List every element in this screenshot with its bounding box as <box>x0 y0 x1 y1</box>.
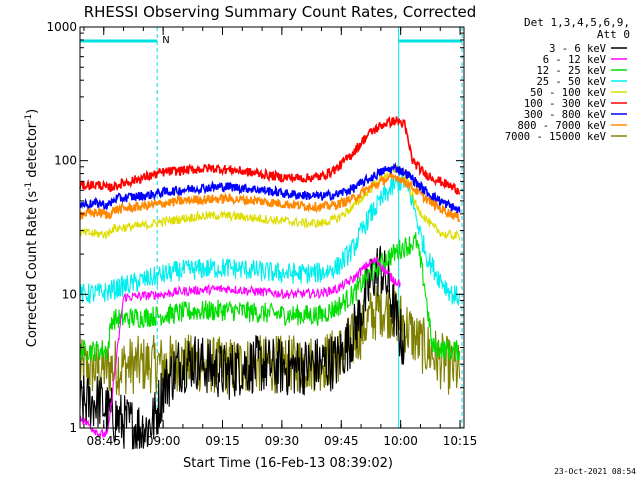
chart-title: RHESSI Observing Summary Count Rates, Co… <box>84 3 477 21</box>
legend-label-5: 100 - 300 keV <box>524 98 607 110</box>
series-group <box>79 115 461 450</box>
plot-frame <box>79 26 465 429</box>
y-axis-label-part-3: ) <box>25 109 40 114</box>
y-axis-label-part-1: Corrected Count Rate (s <box>25 191 40 348</box>
legend-header: Det 1,3,4,5,6,9, Att 0 <box>524 16 630 41</box>
x-tick-label-5: 10:00 <box>383 434 418 448</box>
y-axis-ticks: 1 10 100 1000 <box>46 20 464 435</box>
legend-label-0: 3 - 6 keV <box>549 43 607 55</box>
legend-header-line-1: Det 1,3,4,5,6,9, <box>524 16 630 29</box>
legend-header-line-2: Att 0 <box>597 28 630 41</box>
night-intervals <box>80 27 463 428</box>
series-line-0 <box>79 245 406 450</box>
x-axis-label: Start Time (16-Feb-13 08:39:02) <box>183 456 393 471</box>
series-line-2 <box>79 232 461 362</box>
x-tick-label-3: 09:30 <box>265 434 300 448</box>
legend-label-1: 6 - 12 keV <box>543 54 607 66</box>
y-tick-label-1: 10 <box>62 287 77 301</box>
legend-label-2: 12 - 25 keV <box>536 65 606 77</box>
y-tick-label-0: 1 <box>69 421 77 435</box>
legend-label-7: 800 - 7000 keV <box>517 120 606 132</box>
y-axis-label-sup-2: -1 <box>24 114 34 123</box>
plot-area: 1 10 100 1000 08:45 09:00 09:15 09:30 09:45 10:0… <box>46 20 478 450</box>
y-axis-label-sup-1: -1 <box>24 182 34 191</box>
x-tick-label-4: 09:45 <box>324 434 359 448</box>
night-marker-n: N <box>162 35 169 46</box>
legend-label-4: 50 - 100 keV <box>530 87 607 99</box>
x-axis-ticks: 08:45 09:00 09:15 09:30 09:45 10:00 10:15 <box>83 27 478 448</box>
x-tick-label-0: 08:45 <box>86 434 121 448</box>
x-tick-label-6: 10:15 <box>443 434 478 448</box>
y-axis-label-part-2: detector <box>25 122 40 182</box>
legend-label-8: 7000 - 15000 keV <box>505 131 607 143</box>
x-tick-label-1: 09:00 <box>146 434 181 448</box>
legend-label-3: 25 - 50 keV <box>536 76 606 88</box>
legend-label-6: 300 - 800 keV <box>524 109 607 121</box>
series-line-1 <box>79 256 401 439</box>
x-tick-label-2: 09:15 <box>205 434 240 448</box>
y-tick-label-2: 100 <box>54 154 77 168</box>
footer-date: 23-Oct-2021 08:54 <box>554 467 636 476</box>
series-line-5 <box>79 115 461 196</box>
series-line-7 <box>79 171 461 223</box>
series-line-6 <box>79 161 461 214</box>
series-line-8 <box>79 281 461 396</box>
y-tick-label-3: 1000 <box>46 20 77 34</box>
y-axis-label: Corrected Count Rate (s-1 detector-1) <box>24 109 40 347</box>
